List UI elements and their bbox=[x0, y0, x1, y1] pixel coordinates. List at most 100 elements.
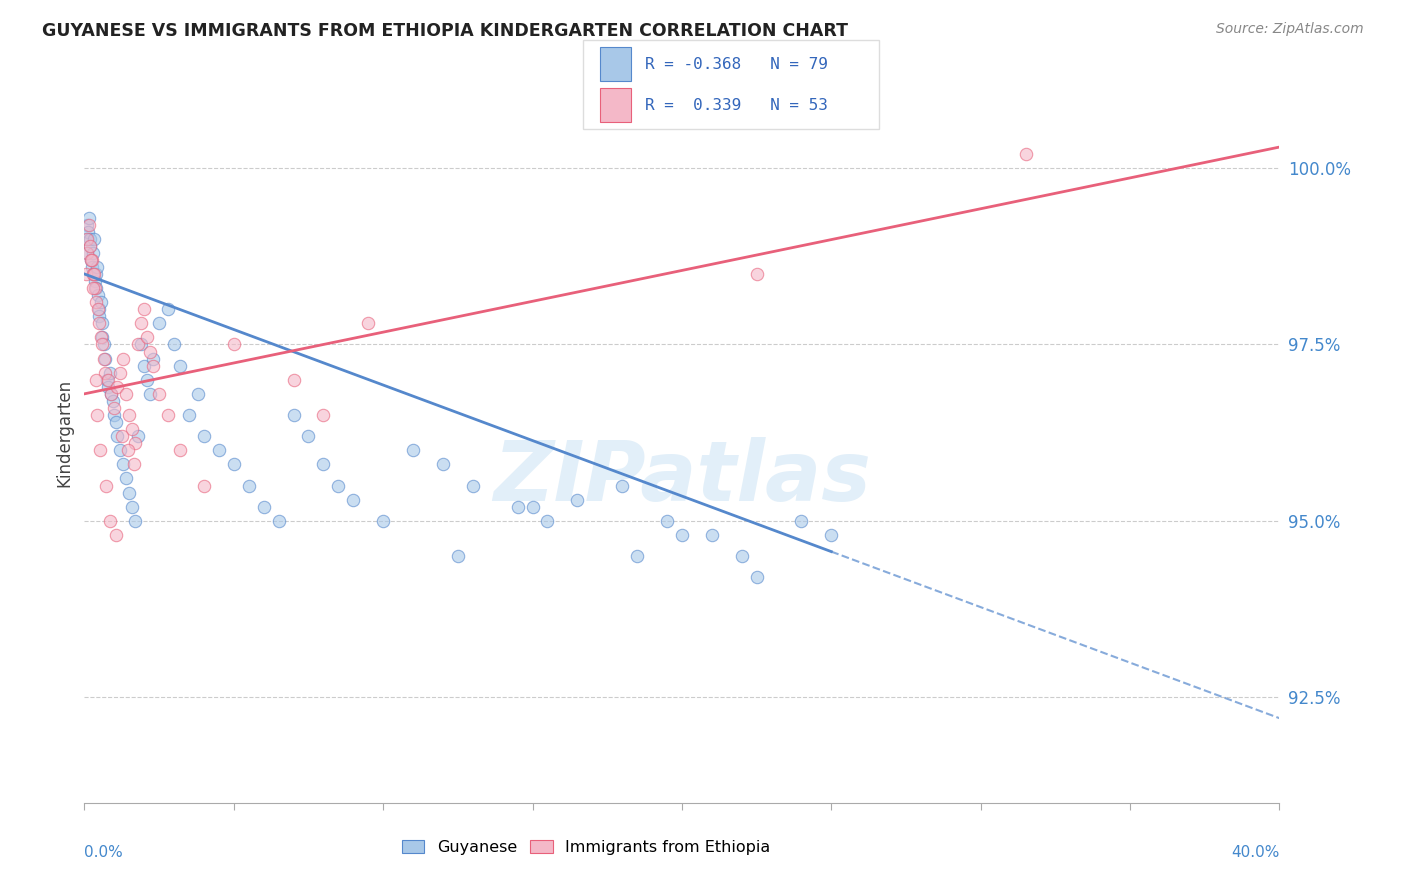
Point bbox=[169, 359, 191, 373]
Point bbox=[536, 514, 558, 528]
Point bbox=[97, 380, 120, 394]
Text: Source: ZipAtlas.com: Source: ZipAtlas.com bbox=[1216, 22, 1364, 37]
Point bbox=[90, 295, 112, 310]
Point bbox=[373, 514, 395, 528]
Point bbox=[94, 366, 117, 380]
Point bbox=[267, 514, 290, 528]
Point bbox=[104, 415, 127, 429]
Point bbox=[87, 288, 110, 302]
Point bbox=[222, 458, 245, 472]
Point bbox=[169, 443, 191, 458]
Point bbox=[127, 429, 149, 443]
Point bbox=[82, 267, 104, 281]
Point bbox=[84, 373, 107, 387]
Point bbox=[89, 310, 111, 324]
Point bbox=[110, 366, 132, 380]
Point bbox=[83, 274, 105, 288]
Point bbox=[148, 316, 170, 330]
Point bbox=[100, 387, 122, 401]
Point bbox=[79, 239, 101, 253]
Text: R =  0.339   N = 53: R = 0.339 N = 53 bbox=[645, 98, 828, 112]
Point bbox=[77, 211, 100, 225]
Point bbox=[80, 252, 103, 267]
Point bbox=[83, 281, 105, 295]
Point bbox=[283, 373, 305, 387]
Point bbox=[90, 330, 112, 344]
Point bbox=[461, 478, 484, 492]
Point bbox=[115, 387, 138, 401]
Point bbox=[111, 429, 134, 443]
Point bbox=[76, 245, 98, 260]
Point bbox=[447, 549, 470, 563]
Point bbox=[112, 458, 135, 472]
Point bbox=[238, 478, 260, 492]
Point bbox=[105, 429, 128, 443]
Point bbox=[187, 387, 209, 401]
Point bbox=[80, 260, 103, 274]
Point bbox=[118, 408, 141, 422]
Point bbox=[121, 422, 143, 436]
Point bbox=[1014, 147, 1036, 161]
Point bbox=[77, 225, 100, 239]
Point bbox=[506, 500, 529, 514]
Point bbox=[129, 337, 152, 351]
Point bbox=[612, 478, 634, 492]
Point bbox=[139, 387, 162, 401]
Point bbox=[97, 373, 120, 387]
Point bbox=[80, 252, 103, 267]
Point bbox=[86, 408, 108, 422]
Point bbox=[117, 443, 139, 458]
Point bbox=[93, 337, 115, 351]
Point bbox=[94, 478, 117, 492]
Point bbox=[745, 267, 768, 281]
Point bbox=[157, 408, 180, 422]
Point bbox=[98, 514, 121, 528]
Point bbox=[122, 458, 145, 472]
Point bbox=[432, 458, 454, 472]
Point bbox=[148, 387, 170, 401]
Point bbox=[79, 232, 101, 246]
Point bbox=[76, 218, 98, 232]
Point bbox=[522, 500, 544, 514]
Point bbox=[103, 408, 125, 422]
Point bbox=[142, 359, 165, 373]
Point bbox=[671, 528, 693, 542]
Point bbox=[90, 316, 112, 330]
Point bbox=[76, 245, 98, 260]
Point bbox=[222, 337, 245, 351]
Point bbox=[121, 500, 143, 514]
Point bbox=[84, 281, 107, 295]
Text: 0.0%: 0.0% bbox=[84, 845, 124, 860]
Point bbox=[96, 373, 118, 387]
Point bbox=[328, 478, 350, 492]
Point bbox=[193, 478, 215, 492]
Point bbox=[87, 302, 110, 317]
Point bbox=[129, 316, 152, 330]
Point bbox=[283, 408, 305, 422]
Text: R = -0.368   N = 79: R = -0.368 N = 79 bbox=[645, 57, 828, 71]
Point bbox=[177, 408, 200, 422]
Point bbox=[193, 429, 215, 443]
Point bbox=[745, 570, 768, 584]
Point bbox=[357, 316, 380, 330]
Point bbox=[163, 337, 186, 351]
Point bbox=[89, 316, 111, 330]
Point bbox=[567, 492, 589, 507]
Y-axis label: Kindergarten: Kindergarten bbox=[55, 378, 73, 487]
Point bbox=[136, 330, 159, 344]
Point bbox=[208, 443, 231, 458]
Point bbox=[112, 351, 135, 366]
Point bbox=[86, 267, 108, 281]
Point bbox=[127, 337, 149, 351]
Point bbox=[626, 549, 648, 563]
Point bbox=[80, 252, 103, 267]
Point bbox=[297, 429, 319, 443]
Point bbox=[402, 443, 425, 458]
Point bbox=[75, 267, 97, 281]
Point bbox=[93, 351, 115, 366]
Text: ZIPatlas: ZIPatlas bbox=[494, 436, 870, 517]
Point bbox=[110, 443, 132, 458]
Point bbox=[342, 492, 364, 507]
Point bbox=[77, 218, 100, 232]
Point bbox=[87, 302, 110, 317]
